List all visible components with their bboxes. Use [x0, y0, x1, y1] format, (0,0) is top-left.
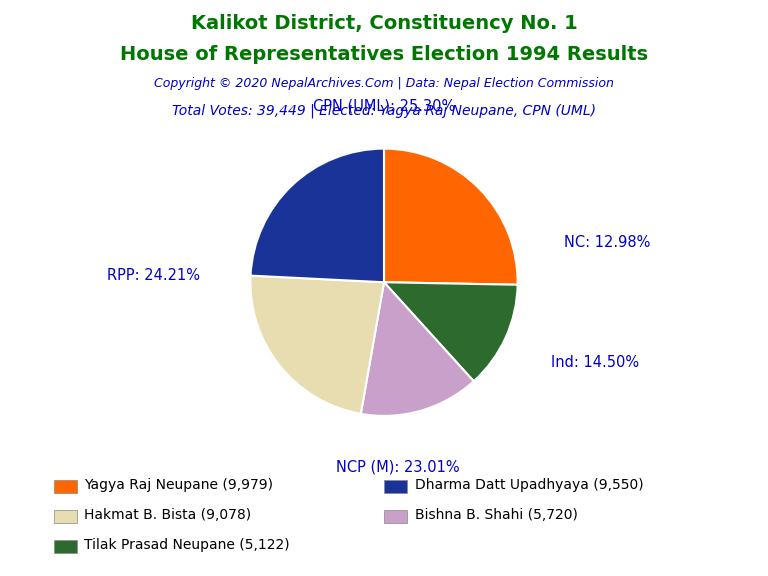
Text: Yagya Raj Neupane (9,979): Yagya Raj Neupane (9,979) — [84, 478, 273, 492]
Text: NC: 12.98%: NC: 12.98% — [564, 234, 650, 249]
Wedge shape — [384, 149, 518, 285]
Text: Bishna B. Shahi (5,720): Bishna B. Shahi (5,720) — [415, 508, 578, 522]
Text: CPN (UML): 25.30%: CPN (UML): 25.30% — [313, 98, 455, 113]
Wedge shape — [250, 149, 384, 282]
Text: Dharma Datt Upadhyaya (9,550): Dharma Datt Upadhyaya (9,550) — [415, 478, 644, 492]
Text: Total Votes: 39,449 | Elected: Yagya Raj Neupane, CPN (UML): Total Votes: 39,449 | Elected: Yagya Raj… — [172, 104, 596, 118]
Wedge shape — [250, 275, 384, 414]
Text: NCP (M): 23.01%: NCP (M): 23.01% — [336, 459, 459, 474]
Wedge shape — [361, 282, 474, 416]
Wedge shape — [384, 282, 518, 381]
Text: Hakmat B. Bista (9,078): Hakmat B. Bista (9,078) — [84, 508, 252, 522]
Text: Ind: 14.50%: Ind: 14.50% — [551, 355, 639, 370]
Text: Copyright © 2020 NepalArchives.Com | Data: Nepal Election Commission: Copyright © 2020 NepalArchives.Com | Dat… — [154, 77, 614, 90]
Text: Tilak Prasad Neupane (5,122): Tilak Prasad Neupane (5,122) — [84, 538, 290, 552]
Text: House of Representatives Election 1994 Results: House of Representatives Election 1994 R… — [120, 45, 648, 64]
Text: RPP: 24.21%: RPP: 24.21% — [107, 268, 200, 283]
Text: Kalikot District, Constituency No. 1: Kalikot District, Constituency No. 1 — [190, 14, 578, 33]
